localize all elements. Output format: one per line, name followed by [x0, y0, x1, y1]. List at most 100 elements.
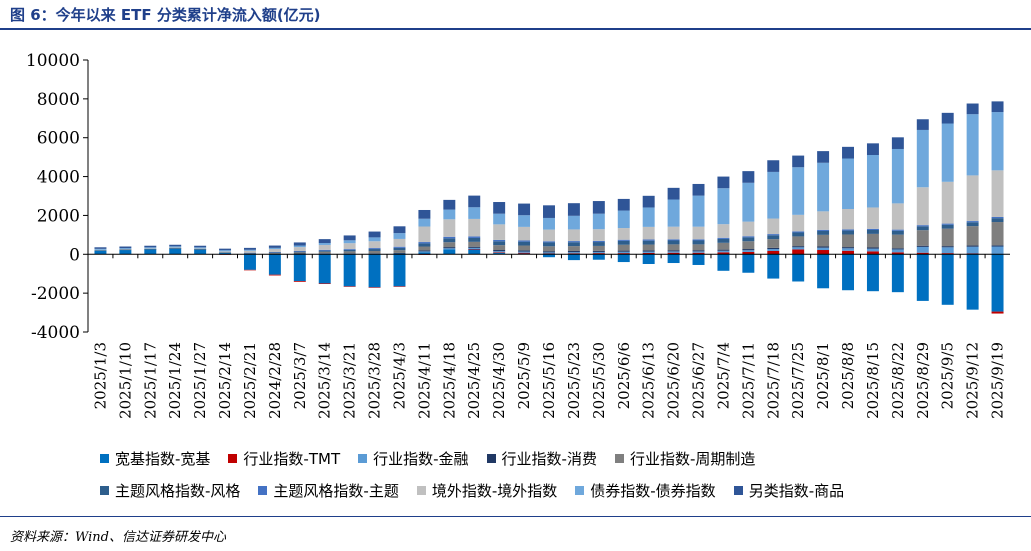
bar-segment — [916, 252, 929, 255]
bar-segment — [343, 243, 356, 250]
bar-segment — [268, 252, 281, 253]
bar-segment — [518, 240, 531, 242]
x-tick-label: 2025/3/7 — [291, 342, 309, 409]
legend-label: 行业指数-消费 — [501, 449, 597, 468]
bar-segment — [592, 201, 605, 214]
bar-segment — [144, 248, 157, 250]
bar-segment — [941, 112, 954, 124]
x-tick-label: 2025/6/6 — [615, 342, 633, 409]
bar-segment — [169, 244, 182, 247]
bar-segment — [443, 249, 456, 255]
bar-segment — [543, 251, 555, 253]
bar-segment — [194, 247, 207, 249]
bar-segment — [393, 226, 406, 234]
bar-segment — [767, 218, 780, 235]
bar-segment — [916, 254, 929, 301]
bar-segment — [393, 286, 406, 287]
legend-label: 债券指数-债券指数 — [590, 481, 716, 500]
bar-segment — [518, 203, 531, 216]
bar-segment — [169, 247, 182, 249]
bar-segment — [866, 230, 879, 234]
bar-segment — [717, 238, 730, 243]
bar-segment — [418, 218, 431, 227]
bar-segment — [567, 215, 580, 230]
bar-segment — [592, 253, 605, 255]
bar-segment — [991, 170, 1004, 217]
x-tick-label: 2025/4/3 — [390, 342, 408, 409]
bar-segment — [817, 211, 830, 230]
bar-segment — [717, 224, 730, 238]
bar-segment — [966, 246, 979, 254]
x-tick-label: 2025/5/30 — [590, 342, 608, 419]
x-tick-label: 2025/8/29 — [914, 342, 932, 419]
bar-segment — [94, 250, 107, 255]
legend-row-1: 宽基指数-宽基 行业指数-TMT 行业指数-金融 行业指数-消费 行业指数-周期… — [100, 442, 1000, 474]
bar-segment — [792, 214, 805, 232]
bar-segment — [393, 247, 406, 251]
bar-segment — [368, 248, 381, 250]
bar-segment — [767, 249, 780, 251]
bar-segment — [493, 224, 506, 240]
y-tick-label: 10000 — [26, 51, 80, 71]
bar-segment — [268, 274, 281, 276]
bar-segment — [418, 252, 431, 255]
bar-segment — [343, 254, 356, 287]
bar-segment — [318, 250, 331, 252]
bar-segment — [966, 175, 979, 222]
bar-segment — [842, 229, 855, 231]
bar-segment — [891, 248, 904, 250]
bar-segment — [842, 158, 855, 210]
bar-segment — [418, 209, 431, 219]
bar-segment — [318, 251, 331, 254]
x-tick-label: 2025/2/14 — [216, 342, 234, 419]
x-tick-label: 2025/8/1 — [814, 342, 832, 409]
bar-segment — [617, 228, 630, 240]
bar-segment — [418, 251, 431, 253]
bar-segment — [916, 245, 929, 247]
legend-label: 主题风格指数-风格 — [115, 481, 241, 500]
bar-segment — [567, 246, 580, 251]
bar-segment — [617, 254, 630, 263]
bar-segment — [518, 252, 531, 254]
bar-segment — [468, 247, 481, 250]
bar-segment — [966, 222, 979, 227]
legend-swatch — [575, 485, 585, 495]
bar-segment — [866, 254, 879, 292]
bar-segment — [468, 246, 481, 248]
bar-segment — [742, 250, 755, 252]
bar-segment — [817, 246, 830, 248]
bar-segment — [368, 287, 381, 288]
bar-segment — [268, 252, 281, 254]
x-tick-label: 2025/4/11 — [415, 342, 433, 419]
bar-segment — [194, 248, 207, 250]
bar-segment — [144, 248, 157, 249]
bar-segment — [543, 242, 555, 247]
bar-segment — [592, 242, 605, 246]
legend-item: 宽基指数-宽基 — [100, 448, 210, 469]
bar-segment — [866, 233, 879, 248]
legend-swatch — [100, 453, 109, 463]
bar-segment — [268, 245, 281, 248]
bar-segment — [742, 221, 755, 237]
bar-segment — [318, 283, 331, 285]
bar-segment — [393, 252, 406, 254]
bar-segment — [692, 226, 705, 240]
bar-segment — [667, 250, 680, 252]
bar-segment — [991, 216, 1004, 219]
bar-segment — [343, 251, 356, 254]
legend-swatch — [100, 485, 109, 495]
bar-segment — [592, 250, 605, 252]
bar-segment — [567, 252, 580, 254]
x-tick-label: 2025/3/14 — [316, 342, 334, 419]
bar-segment — [642, 244, 655, 251]
legend-swatch — [228, 453, 238, 463]
bar-segment — [194, 245, 207, 248]
bar-segment — [493, 241, 506, 246]
bar-segment — [767, 239, 780, 248]
legend-label: 主题风格指数-主题 — [273, 481, 399, 500]
bar-segment — [866, 207, 879, 229]
bar-segment — [692, 195, 705, 227]
x-tick-label: 2025/4/25 — [465, 342, 483, 419]
bar-segment — [642, 239, 655, 241]
bar-segment — [243, 253, 256, 254]
